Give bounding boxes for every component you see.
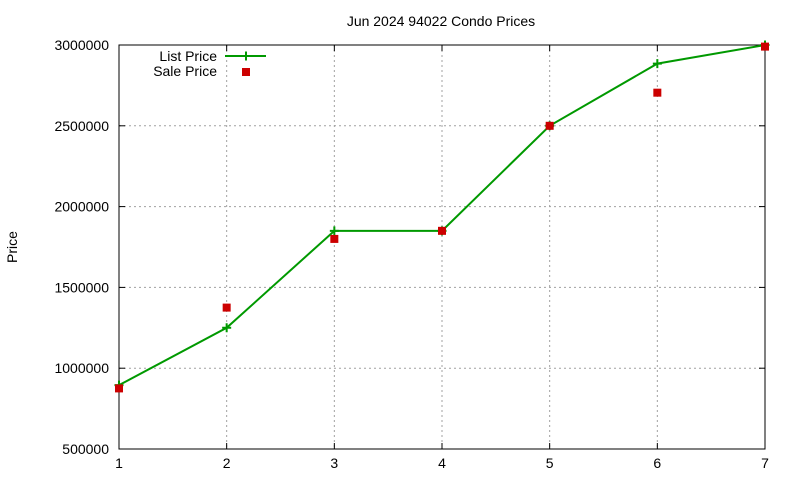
x-tick-label: 3	[330, 455, 338, 471]
x-tick-label: 2	[223, 455, 231, 471]
x-tick-label: 5	[546, 455, 554, 471]
legend: List Price Sale Price	[153, 48, 266, 79]
list-price-point	[222, 323, 232, 333]
sale-price-point	[545, 121, 554, 130]
sale-price-point	[761, 42, 769, 51]
y-tick-label: 1000000	[54, 360, 109, 376]
list-price-point	[652, 59, 662, 69]
list-price-point	[329, 226, 339, 236]
x-tick-label: 4	[438, 455, 446, 471]
grid-lines	[119, 45, 765, 449]
legend-plus-list-price	[241, 51, 251, 61]
sale-price-point	[115, 384, 123, 393]
x-tick-label: 1	[115, 455, 123, 471]
x-tick-label: 7	[761, 455, 769, 471]
y-tick-label: 1500000	[54, 279, 109, 295]
y-tick-label: 2500000	[54, 118, 109, 134]
legend-label-list-price: List Price	[159, 48, 217, 64]
y-tick-label: 3000000	[54, 37, 109, 53]
series-layer	[114, 40, 770, 393]
chart-title: Jun 2024 94022 Condo Prices	[347, 13, 535, 29]
legend-label-sale-price: Sale Price	[153, 63, 217, 79]
legend-square-sale-price	[242, 68, 250, 76]
axis-ticks: 1 2 3 4 5 6 7 500000 1000000 1500000 2000000 250000…	[54, 37, 769, 471]
y-tick-label: 2000000	[54, 199, 109, 215]
y-tick-label: 500000	[62, 441, 109, 457]
sale-price-point	[222, 303, 231, 312]
sale-price-point	[438, 226, 446, 235]
sale-price-point	[653, 88, 662, 97]
x-tick-label: 6	[653, 455, 661, 471]
sale-price-point	[330, 234, 339, 243]
y-axis-label: Price	[4, 231, 20, 263]
